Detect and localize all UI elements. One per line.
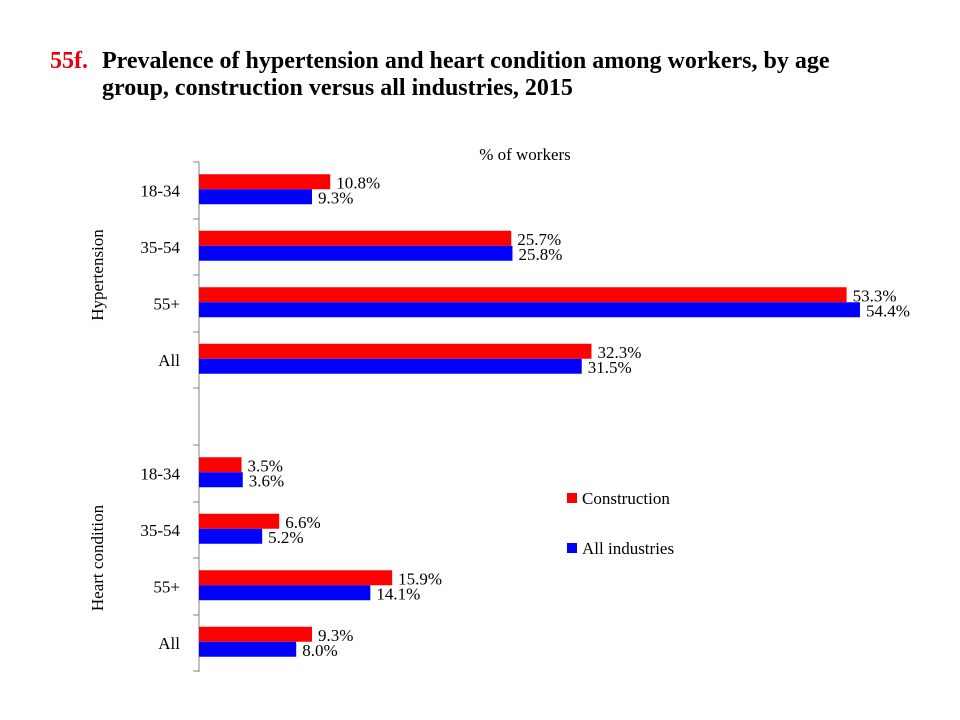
bar bbox=[199, 189, 312, 205]
data-label: 5.2% bbox=[268, 528, 303, 547]
bar bbox=[199, 472, 243, 488]
data-label: 10.8% bbox=[336, 173, 380, 192]
data-label: 25.7% bbox=[517, 230, 561, 249]
data-label: 54.4% bbox=[866, 301, 910, 320]
bar bbox=[199, 528, 263, 544]
bar bbox=[199, 230, 512, 246]
category-label: All bbox=[158, 351, 180, 370]
category-label: 18-34 bbox=[140, 464, 180, 483]
bar bbox=[199, 570, 393, 586]
bar bbox=[199, 302, 860, 318]
category-label: All bbox=[158, 634, 180, 653]
data-label: 3.5% bbox=[248, 456, 283, 475]
bar bbox=[199, 626, 312, 642]
bar bbox=[199, 641, 297, 657]
legend-swatch bbox=[567, 493, 577, 503]
data-label: 25.8% bbox=[518, 245, 562, 264]
axis-label: % of workers bbox=[479, 145, 571, 164]
legend-label: All industries bbox=[582, 539, 674, 558]
data-label: 9.3% bbox=[318, 626, 353, 645]
data-label: 15.9% bbox=[398, 569, 442, 588]
bar bbox=[199, 287, 847, 303]
bar bbox=[199, 343, 592, 359]
bar bbox=[199, 457, 242, 473]
group-label: Hypertension bbox=[88, 229, 107, 321]
bar bbox=[199, 245, 513, 261]
title-line-1: Prevalence of hypertension and heart con… bbox=[102, 48, 830, 74]
legend-label: Construction bbox=[582, 489, 670, 508]
bar bbox=[199, 174, 331, 190]
data-label: 53.3% bbox=[853, 286, 897, 305]
data-label: 31.5% bbox=[588, 358, 632, 377]
bar bbox=[199, 585, 371, 601]
group-label: Heart condition bbox=[88, 504, 107, 611]
figure-number: 55f. bbox=[50, 48, 88, 74]
category-label: 35-54 bbox=[140, 238, 180, 257]
data-label: 9.3% bbox=[318, 188, 353, 207]
category-label: 35-54 bbox=[140, 521, 180, 540]
title-line-2: group, construction versus all industrie… bbox=[102, 75, 573, 101]
bar bbox=[199, 358, 582, 374]
data-label: 14.1% bbox=[376, 584, 420, 603]
category-label: 18-34 bbox=[140, 181, 180, 200]
data-label: 32.3% bbox=[597, 343, 641, 362]
data-label: 6.6% bbox=[285, 513, 320, 532]
category-label: 55+ bbox=[153, 294, 180, 313]
data-label: 8.0% bbox=[302, 641, 337, 660]
bar bbox=[199, 513, 280, 529]
data-label: 3.6% bbox=[249, 471, 284, 490]
category-label: 55+ bbox=[153, 577, 180, 596]
legend-swatch bbox=[567, 543, 577, 553]
